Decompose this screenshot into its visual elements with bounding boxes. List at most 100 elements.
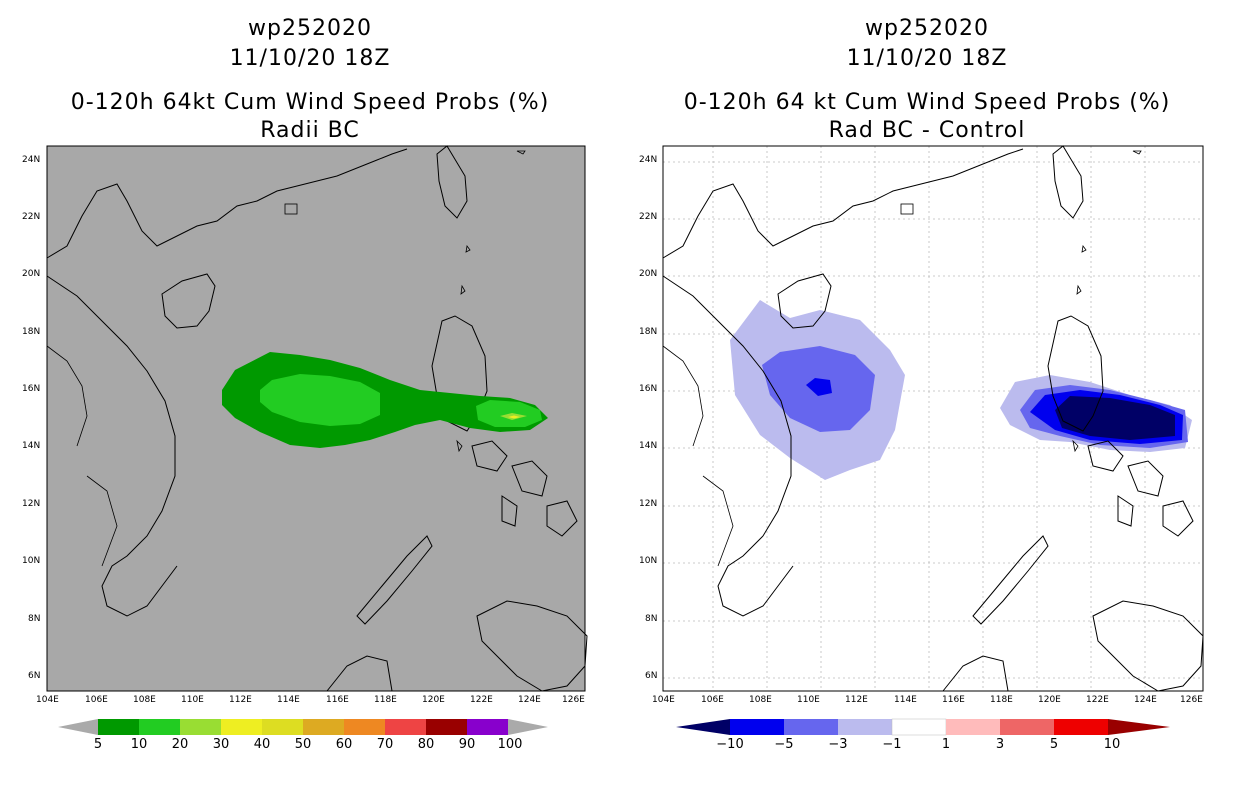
right-lon-label: 120E xyxy=(1038,695,1061,705)
left-cb-label: 20 xyxy=(171,737,189,752)
left-cb-label: 100 xyxy=(497,737,523,752)
left-cb-5-10 xyxy=(98,719,139,735)
right-lat-label: 10N xyxy=(639,556,658,566)
left-cb-label: 80 xyxy=(417,737,435,752)
right-colorbar xyxy=(676,718,1170,736)
left-lon-label: 124E xyxy=(518,695,541,705)
left-cb-10-20 xyxy=(139,719,180,735)
right-colorbar-low-arrow xyxy=(676,719,730,735)
right-map xyxy=(662,145,1204,692)
right-cb-minus10-minus5 xyxy=(730,719,784,735)
left-map-frame xyxy=(46,145,586,692)
left-colorbar-high-arrow xyxy=(508,719,548,735)
right-cb-label: 1 xyxy=(941,737,951,752)
left-cb-label: 30 xyxy=(212,737,230,752)
left-cb-label: 5 xyxy=(93,737,103,752)
right-cb-label: −1 xyxy=(882,737,902,752)
right-lat-label: 14N xyxy=(639,441,658,451)
right-lon-label: 122E xyxy=(1086,695,1109,705)
left-lat-label: 14N xyxy=(22,441,41,451)
left-lon-label: 108E xyxy=(133,695,156,705)
left-lat-label: 18N xyxy=(22,327,41,337)
left-lon-label: 120E xyxy=(422,695,445,705)
left-lat-label: 12N xyxy=(22,499,41,509)
left-cb-label: 90 xyxy=(458,737,476,752)
left-cb-label: 50 xyxy=(294,737,312,752)
left-cb-30-40 xyxy=(221,719,262,735)
right-lat-label: 16N xyxy=(639,384,658,394)
left-storm-id: wp252020 xyxy=(248,16,372,41)
right-chart-subtitle: Rad BC - Control xyxy=(828,118,1026,143)
left-chart-title: 0-120h 64kt Cum Wind Speed Probs (%) xyxy=(70,90,550,115)
left-lon-label: 122E xyxy=(470,695,493,705)
left-lon-label: 112E xyxy=(229,695,252,705)
right-chart-title: 0-120h 64 kt Cum Wind Speed Probs (%) xyxy=(683,90,1171,115)
right-lon-label: 126E xyxy=(1180,695,1203,705)
left-lon-label: 104E xyxy=(36,695,59,705)
right-map-frame xyxy=(662,145,1204,692)
right-lon-label: 116E xyxy=(942,695,965,705)
right-lon-label: 124E xyxy=(1134,695,1157,705)
swath-30-40 xyxy=(508,415,520,419)
left-cb-60-70 xyxy=(344,719,385,735)
left-lat-label: 16N xyxy=(22,384,41,394)
right-lon-label: 118E xyxy=(990,695,1013,705)
left-cb-70-80 xyxy=(385,719,426,735)
left-cb-40-50 xyxy=(262,719,303,735)
left-lon-label: 126E xyxy=(562,695,585,705)
right-cb-label: −10 xyxy=(716,737,744,752)
right-lon-label: 106E xyxy=(701,695,724,705)
left-map xyxy=(46,145,588,692)
swath-10-20-east xyxy=(476,400,542,427)
right-lat-label: 12N xyxy=(639,499,658,509)
diff-minus5-minus10-west xyxy=(806,378,832,396)
left-colorbar xyxy=(58,719,548,735)
left-cb-label: 40 xyxy=(253,737,271,752)
right-lon-label: 108E xyxy=(749,695,772,705)
right-gridlines xyxy=(663,146,1203,691)
right-cb-5-10 xyxy=(1054,719,1108,735)
left-cb-90-100 xyxy=(467,719,508,735)
right-lon-label: 114E xyxy=(894,695,917,705)
left-lon-label: 114E xyxy=(277,695,300,705)
left-lon-label: 110E xyxy=(181,695,204,705)
diff-below-minus10-east xyxy=(1055,396,1175,440)
left-cb-label: 60 xyxy=(335,737,353,752)
left-probability-swath xyxy=(222,352,548,448)
left-lon-label: 116E xyxy=(326,695,349,705)
right-cb-minus5-minus3 xyxy=(784,719,838,735)
right-lat-label: 24N xyxy=(639,155,658,165)
right-datetime: 11/10/20 18Z xyxy=(846,46,1008,71)
right-difference-east xyxy=(1000,375,1192,452)
swath-10-20-west xyxy=(260,374,380,426)
right-lat-label: 20N xyxy=(639,269,658,279)
right-cb-label: 3 xyxy=(995,737,1005,752)
right-cb-minus1-1 xyxy=(891,718,947,736)
right-lat-label: 22N xyxy=(639,212,658,222)
left-lon-label: 106E xyxy=(85,695,108,705)
right-cb-label: 10 xyxy=(1103,737,1121,752)
right-storm-id: wp252020 xyxy=(865,16,989,41)
right-cb-label: −5 xyxy=(774,737,794,752)
right-lon-label: 104E xyxy=(652,695,675,705)
right-cb-minus3-minus1 xyxy=(838,719,892,735)
left-lat-label: 20N xyxy=(22,269,41,279)
left-chart-subtitle: Radii BC xyxy=(260,118,360,143)
right-lat-label: 8N xyxy=(645,614,658,624)
left-cb-label: 70 xyxy=(376,737,394,752)
left-lat-label: 22N xyxy=(22,212,41,222)
right-lon-label: 112E xyxy=(845,695,868,705)
right-cb-1-3 xyxy=(946,719,1000,735)
right-cb-label: −3 xyxy=(828,737,848,752)
left-cb-80-90 xyxy=(426,719,467,735)
right-cb-3-5 xyxy=(1000,719,1054,735)
left-colorbar-low-arrow xyxy=(58,719,98,735)
left-cb-label: 10 xyxy=(130,737,148,752)
right-lat-label: 6N xyxy=(645,671,658,681)
left-lat-label: 8N xyxy=(28,614,41,624)
right-lat-label: 18N xyxy=(639,327,658,337)
right-colorbar-high-arrow xyxy=(1108,719,1170,735)
left-datetime: 11/10/20 18Z xyxy=(229,46,391,71)
right-difference-west xyxy=(730,300,905,480)
